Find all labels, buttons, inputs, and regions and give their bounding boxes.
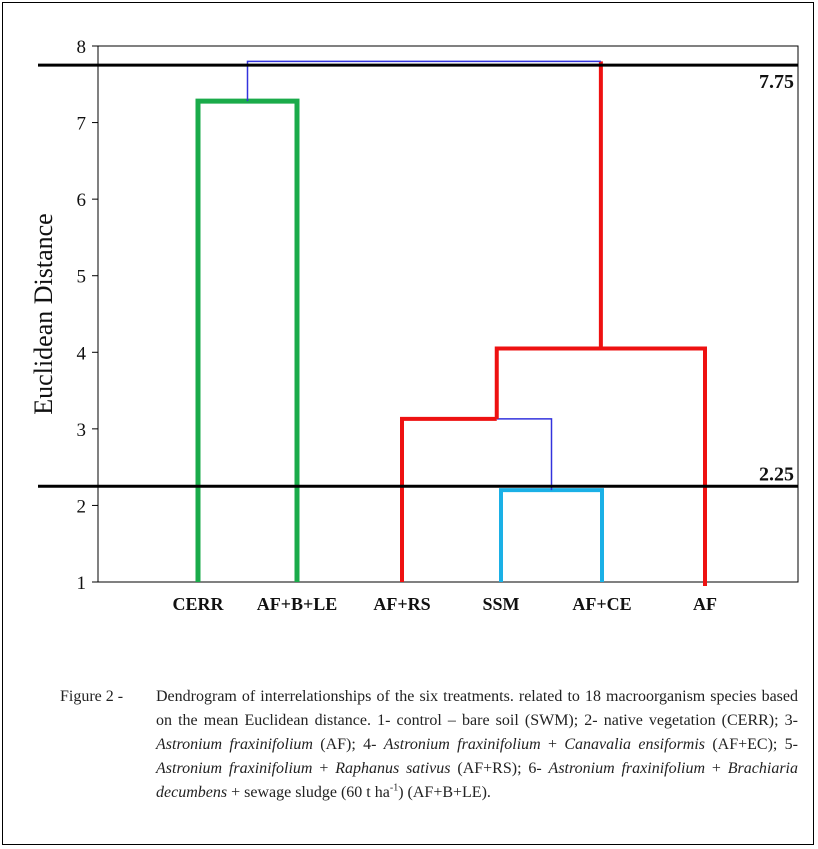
y-tick-label: 5 xyxy=(77,267,87,288)
y-tick-label: 2 xyxy=(77,496,87,517)
cut-line-label: 7.75 xyxy=(759,71,794,93)
leaf-label: CERR xyxy=(172,594,224,614)
caption-text: + xyxy=(540,736,565,753)
caption-superscript: -1 xyxy=(389,782,399,794)
caption-species: Astronium fraxinifolium xyxy=(548,760,706,777)
branch-ssm-afce xyxy=(499,488,604,582)
caption-species: Astronium fraxinifolium xyxy=(156,760,313,777)
leaf-label: AF+B+LE xyxy=(257,594,338,614)
branch-cerr-afble xyxy=(195,98,300,582)
figure-caption: Figure 2 - Dendrogram of interrelationsh… xyxy=(60,685,798,805)
caption-text: + sewage sludge (60 t ha xyxy=(227,784,390,801)
leaf-label: AF xyxy=(693,594,717,614)
caption-text: (AF); 4- xyxy=(312,736,384,753)
caption-text: ) (AF+B+LE). xyxy=(398,784,491,801)
caption-prefix: Figure 2 - xyxy=(60,688,124,705)
y-tick-label: 6 xyxy=(77,190,87,211)
branch-top-link xyxy=(246,60,601,102)
plot-area xyxy=(97,45,799,583)
dendrogram-chart: 1 2 3 4 5 6 7 8 Euclidean Distance CERR AF+B+LE AF+… xyxy=(29,37,799,614)
cut-line-label: 2.25 xyxy=(759,463,794,485)
caption-text: (AF+EC); 5- xyxy=(705,736,799,753)
caption-text: Dendrogram of interrelationships of the … xyxy=(156,688,798,729)
y-axis-label: Euclidean Distance xyxy=(29,213,58,414)
leaf-label: AF+RS xyxy=(373,594,430,614)
caption-species: Astronium fraxinifolium xyxy=(156,736,313,753)
caption-species: Raphanus sativus xyxy=(335,760,451,777)
caption-species: Astronium fraxinifolium xyxy=(383,736,541,753)
y-tick-label: 8 xyxy=(77,37,87,58)
branch-link-blue xyxy=(496,418,553,491)
branch-afrs xyxy=(400,416,497,582)
y-tick-label: 3 xyxy=(77,420,87,441)
caption-text: (AF+RS); 6- xyxy=(450,760,549,777)
caption-text: + xyxy=(312,760,336,777)
caption-species: Canavalia ensiformis xyxy=(564,736,706,753)
leaf-label: AF+CE xyxy=(572,594,631,614)
y-tick-label: 4 xyxy=(77,343,87,364)
caption-species: Brachiaria decumbens xyxy=(156,760,798,801)
leaf-label: SSM xyxy=(482,594,519,614)
y-tick-label: 7 xyxy=(77,114,87,135)
caption-text: + xyxy=(705,760,728,777)
caption-body: Dendrogram of interrelationships of the … xyxy=(156,685,798,805)
y-tick-label: 1 xyxy=(77,573,87,594)
